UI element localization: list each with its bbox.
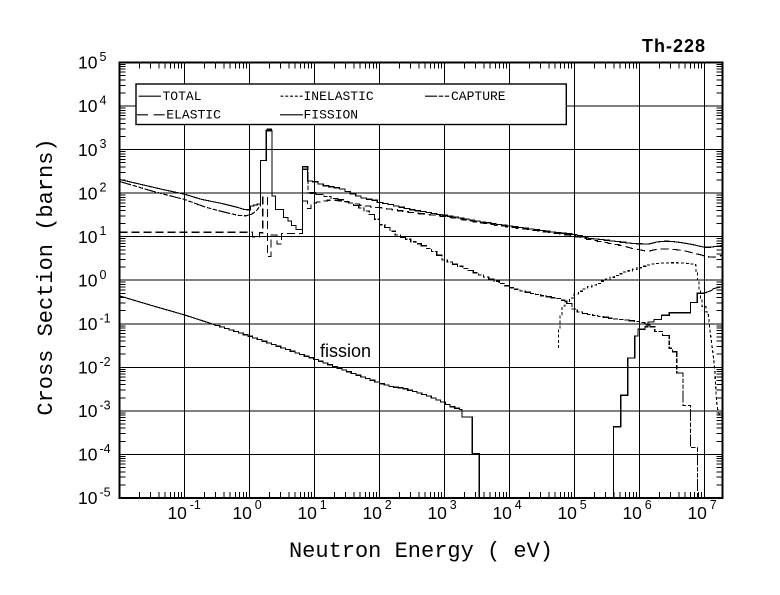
svg-text:10: 10 <box>78 96 98 116</box>
svg-text:10: 10 <box>687 503 707 523</box>
svg-text:10: 10 <box>78 358 98 378</box>
svg-text:fission: fission <box>320 341 371 361</box>
svg-text:0: 0 <box>255 498 262 512</box>
svg-text:10: 10 <box>78 401 98 421</box>
svg-text:5: 5 <box>580 498 587 512</box>
svg-text:10: 10 <box>492 503 512 523</box>
svg-text:3: 3 <box>100 137 107 151</box>
svg-text:CAPTURE: CAPTURE <box>451 89 506 104</box>
svg-text:1: 1 <box>320 498 327 512</box>
svg-text:4: 4 <box>515 498 522 512</box>
svg-text:2: 2 <box>385 498 392 512</box>
svg-text:Th-228: Th-228 <box>642 36 706 56</box>
svg-text:5: 5 <box>100 50 107 64</box>
svg-text:4: 4 <box>100 94 107 108</box>
svg-text:-4: -4 <box>100 442 111 456</box>
svg-text:-3: -3 <box>100 398 111 412</box>
svg-text:Cross Section (barns): Cross Section (barns) <box>34 138 59 415</box>
svg-text:0: 0 <box>100 268 107 282</box>
svg-text:7: 7 <box>710 498 717 512</box>
svg-text:10: 10 <box>78 445 98 465</box>
svg-text:10: 10 <box>78 488 98 508</box>
svg-text:3: 3 <box>450 498 457 512</box>
svg-text:10: 10 <box>78 140 98 160</box>
svg-text:FISSION: FISSION <box>304 108 359 123</box>
svg-text:10: 10 <box>78 314 98 334</box>
svg-text:ELASTIC: ELASTIC <box>166 108 221 123</box>
svg-text:10: 10 <box>427 503 447 523</box>
svg-text:-1: -1 <box>100 311 111 325</box>
svg-text:10: 10 <box>232 503 252 523</box>
svg-text:10: 10 <box>78 53 98 73</box>
svg-text:6: 6 <box>645 498 652 512</box>
svg-text:10: 10 <box>622 503 642 523</box>
svg-text:1: 1 <box>100 224 107 238</box>
svg-text:10: 10 <box>78 183 98 203</box>
svg-text:-2: -2 <box>100 355 111 369</box>
svg-text:Neutron Energy ( eV): Neutron Energy ( eV) <box>289 539 553 564</box>
svg-text:10: 10 <box>557 503 577 523</box>
svg-text:INELASTIC: INELASTIC <box>304 89 374 104</box>
svg-text:2: 2 <box>100 181 107 195</box>
svg-text:10: 10 <box>78 270 98 290</box>
svg-text:-1: -1 <box>190 498 201 512</box>
svg-text:10: 10 <box>78 227 98 247</box>
svg-text:-5: -5 <box>100 486 111 500</box>
svg-text:10: 10 <box>297 503 317 523</box>
svg-text:10: 10 <box>167 503 187 523</box>
svg-text:TOTAL: TOTAL <box>163 89 202 104</box>
svg-text:10: 10 <box>362 503 382 523</box>
